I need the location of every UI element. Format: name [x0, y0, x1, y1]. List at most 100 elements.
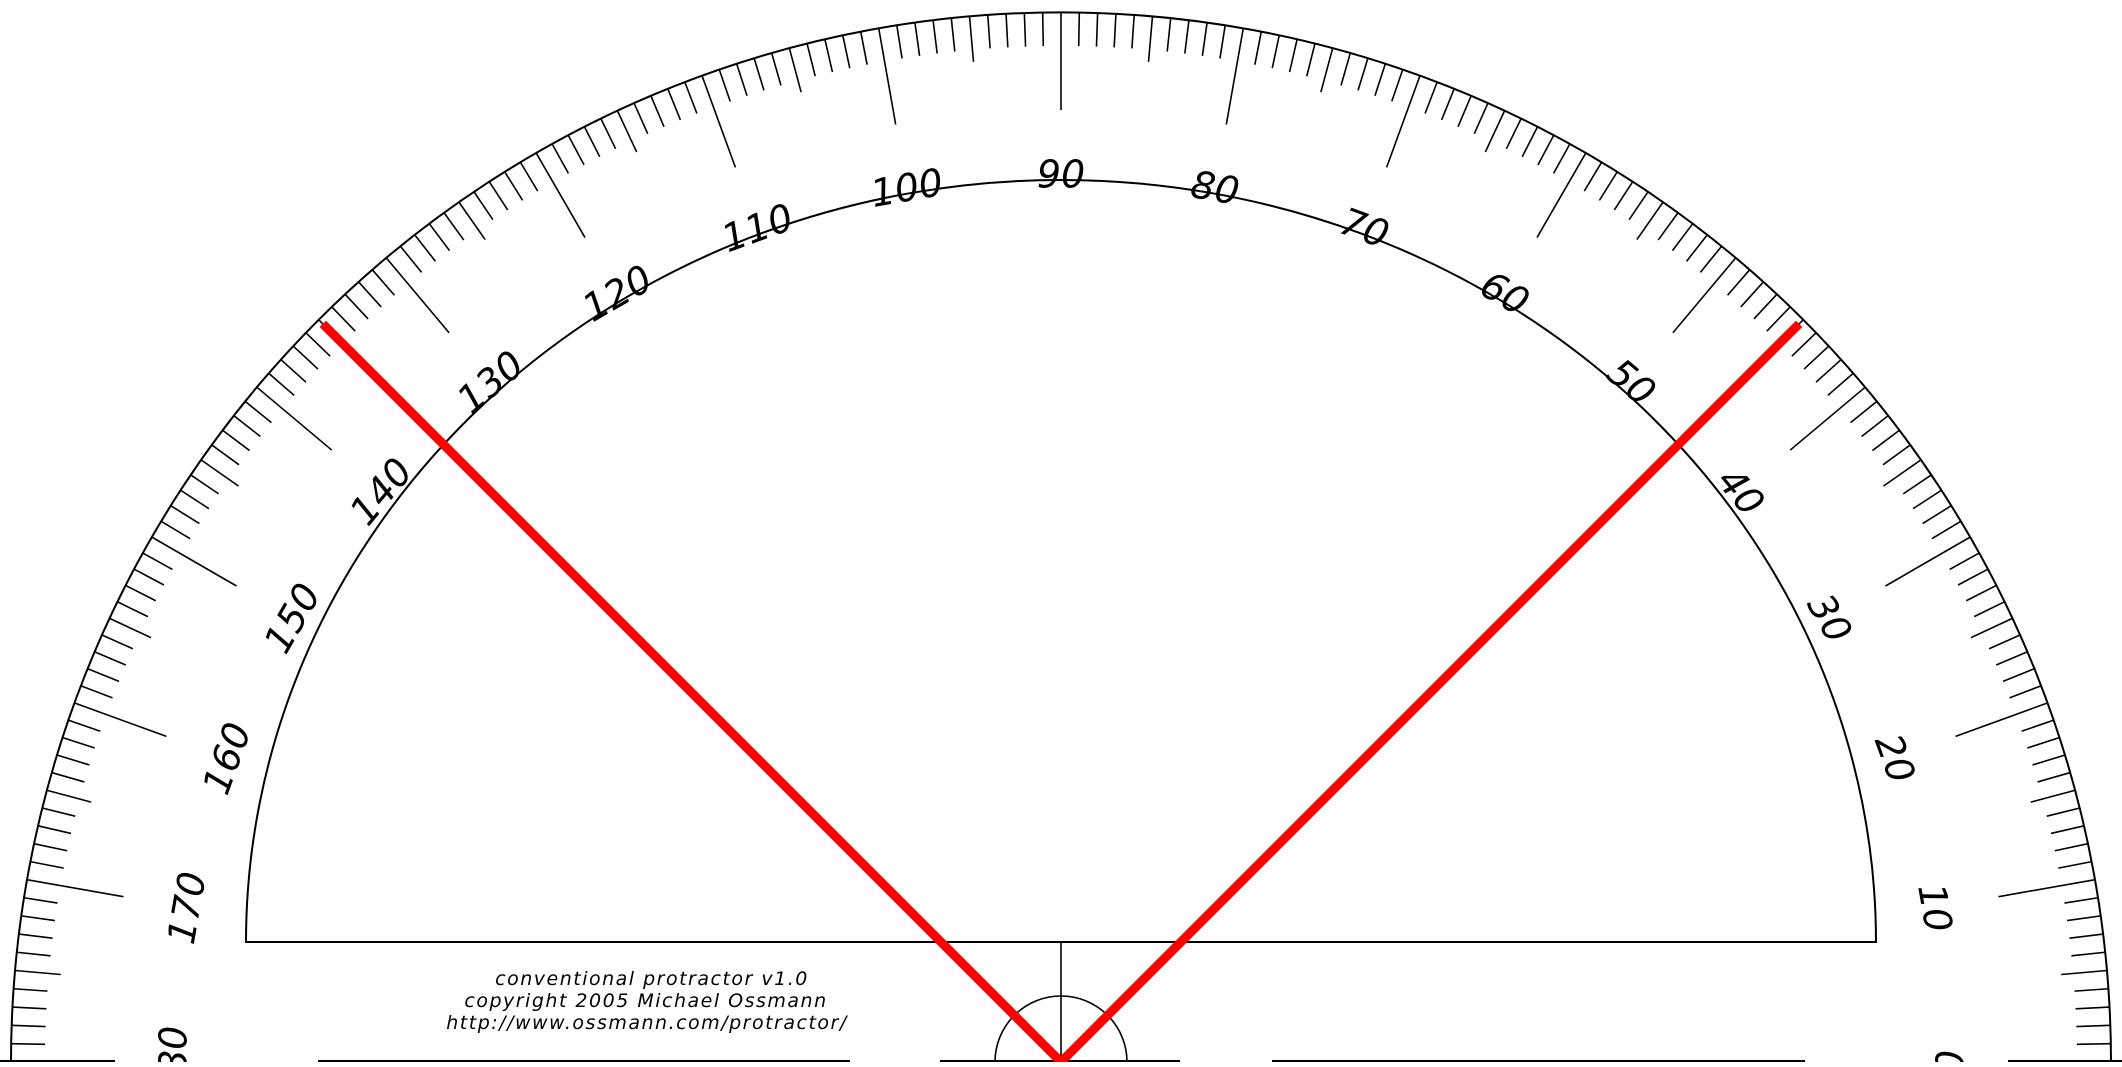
tick-minor-107 — [753, 57, 765, 91]
tick-minor-1 — [2076, 1042, 2111, 1046]
tick-minor-108 — [735, 63, 748, 96]
tick-minor-134 — [331, 306, 356, 332]
tick-minor-82 — [1201, 22, 1208, 56]
tick-minor-11 — [2058, 860, 2092, 869]
measurement-rays — [319, 320, 1803, 1066]
label-130: 130 — [449, 342, 533, 422]
tick-minor-152 — [133, 568, 165, 586]
tick-minor-28 — [1957, 568, 1989, 586]
tick-major-70 — [1385, 75, 1421, 168]
tick-major-130 — [385, 257, 450, 334]
tick-minor-177 — [12, 1006, 47, 1010]
tick-major-50 — [1672, 257, 1737, 334]
tick-minor-29 — [1949, 552, 1980, 571]
tick-minor-27 — [1965, 584, 1997, 602]
tick-major-60 — [1536, 152, 1587, 238]
tick-mid-75 — [1320, 47, 1334, 93]
tick-minor-102 — [841, 34, 851, 69]
credits-line-3: http://www.ossmann.com/protractor/ — [446, 1012, 849, 1034]
tick-minor-146 — [190, 474, 220, 495]
degree-labels: 0102030405060708090100110120130140150160… — [152, 153, 1971, 1067]
label-90: 90 — [1037, 153, 1085, 197]
label-60: 60 — [1473, 262, 1537, 324]
tick-minor-12 — [2054, 842, 2089, 852]
tick-minor-52 — [1685, 234, 1709, 262]
tick-minor-47 — [1753, 293, 1778, 320]
credits-line-1: conventional protractor v1.0 — [495, 968, 809, 990]
tick-minor-113 — [649, 95, 665, 128]
tick-minor-54 — [1657, 212, 1679, 241]
tick-minor-94 — [986, 14, 991, 49]
tick-minor-151 — [142, 552, 173, 571]
tick-major-160 — [74, 702, 167, 738]
tick-minor-114 — [633, 102, 649, 135]
tick-minor-38 — [1861, 414, 1889, 438]
tick-minor-6 — [2071, 951, 2106, 957]
tick-minor-83 — [1184, 19, 1190, 54]
label-150: 150 — [255, 576, 329, 661]
tick-minor-58 — [1598, 171, 1619, 201]
tick-mid-165 — [46, 789, 92, 803]
tick-minor-142 — [233, 414, 261, 438]
tick-minor-17 — [2032, 754, 2066, 766]
tick-minor-49 — [1726, 269, 1751, 296]
tick-minor-118 — [567, 134, 585, 166]
tick-minor-138 — [280, 358, 307, 383]
label-0: 0 — [1927, 1050, 1971, 1062]
tick-minor-161 — [67, 719, 101, 732]
tick-minor-48 — [1740, 281, 1765, 308]
tick-mid-125 — [458, 201, 486, 241]
tick-minor-76 — [1306, 42, 1316, 77]
credits-block: conventional protractor v1.0 copyright 2… — [446, 968, 849, 1034]
tick-minor-4 — [2074, 987, 2109, 992]
label-100: 100 — [867, 160, 946, 216]
tick-minor-159 — [80, 684, 113, 699]
tick-mid-15 — [2030, 789, 2076, 803]
label-180: 180 — [152, 1026, 196, 1062]
tick-major-140 — [256, 386, 333, 451]
tick-minor-74 — [1340, 52, 1352, 86]
tick-minor-137 — [292, 345, 319, 370]
tick-minor-124 — [473, 191, 494, 221]
tick-major-150 — [151, 536, 237, 587]
tick-minor-148 — [170, 504, 200, 525]
tick-minor-131 — [371, 269, 396, 296]
label-160: 160 — [194, 717, 260, 800]
tick-mid-55 — [1636, 201, 1664, 241]
tick-minor-171 — [23, 896, 58, 904]
tick-minor-26 — [1973, 600, 2006, 618]
tick-minor-37 — [1871, 429, 1901, 452]
label-80: 80 — [1187, 162, 1242, 214]
tick-minor-112 — [666, 88, 682, 121]
tick-minor-169 — [30, 860, 64, 869]
label-120: 120 — [575, 256, 660, 330]
ray-45 — [1057, 320, 1803, 1066]
tick-minor-174 — [16, 951, 51, 957]
tick-minor-69 — [1424, 81, 1439, 114]
inner-semicircle — [244, 178, 1878, 943]
tick-minor-72 — [1374, 63, 1387, 96]
tick-minor-91 — [1041, 12, 1045, 47]
tick-minor-21 — [2009, 684, 2042, 699]
tick-minor-86 — [1131, 14, 1136, 49]
tick-minor-68 — [1440, 88, 1456, 121]
tick-minor-149 — [160, 520, 191, 540]
tick-minor-81 — [1219, 24, 1227, 59]
tick-minor-84 — [1166, 17, 1172, 52]
tick-minor-34 — [1902, 474, 1932, 495]
tick-minor-73 — [1357, 57, 1369, 91]
tick-minor-79 — [1254, 31, 1263, 65]
tick-minor-53 — [1671, 222, 1694, 252]
tick-mid-95 — [968, 15, 975, 62]
tick-minor-63 — [1521, 126, 1539, 158]
tick-minor-179 — [11, 1042, 46, 1046]
tick-mid-5 — [2061, 969, 2108, 976]
tick-minor-24 — [1988, 634, 2021, 650]
tick-major-40 — [1789, 386, 1866, 451]
tick-minor-19 — [2021, 719, 2055, 732]
tick-minor-139 — [268, 372, 295, 397]
tick-minor-127 — [428, 222, 451, 252]
tick-minor-119 — [551, 143, 570, 174]
tick-mid-145 — [200, 459, 240, 487]
